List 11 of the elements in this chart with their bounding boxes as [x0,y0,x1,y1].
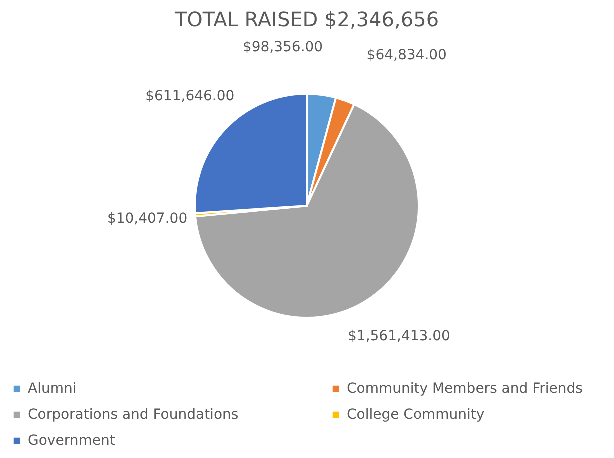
legend-label: Alumni [28,381,77,397]
legend-label: Government [28,433,116,449]
legend-label: Corporations and Foundations [28,407,239,423]
data-label: $1,561,413.00 [348,328,450,345]
data-label: $98,356.00 [242,39,324,56]
data-label: $10,407.00 [107,210,188,227]
legend-label: Community Members and Friends [347,381,583,397]
data-label: $611,646.00 [146,88,235,105]
legend-label: College Community [347,407,485,423]
data-label: $64,834.00 [366,48,447,64]
chart-title: TOTAL RAISED $2,346,656 [174,7,440,32]
